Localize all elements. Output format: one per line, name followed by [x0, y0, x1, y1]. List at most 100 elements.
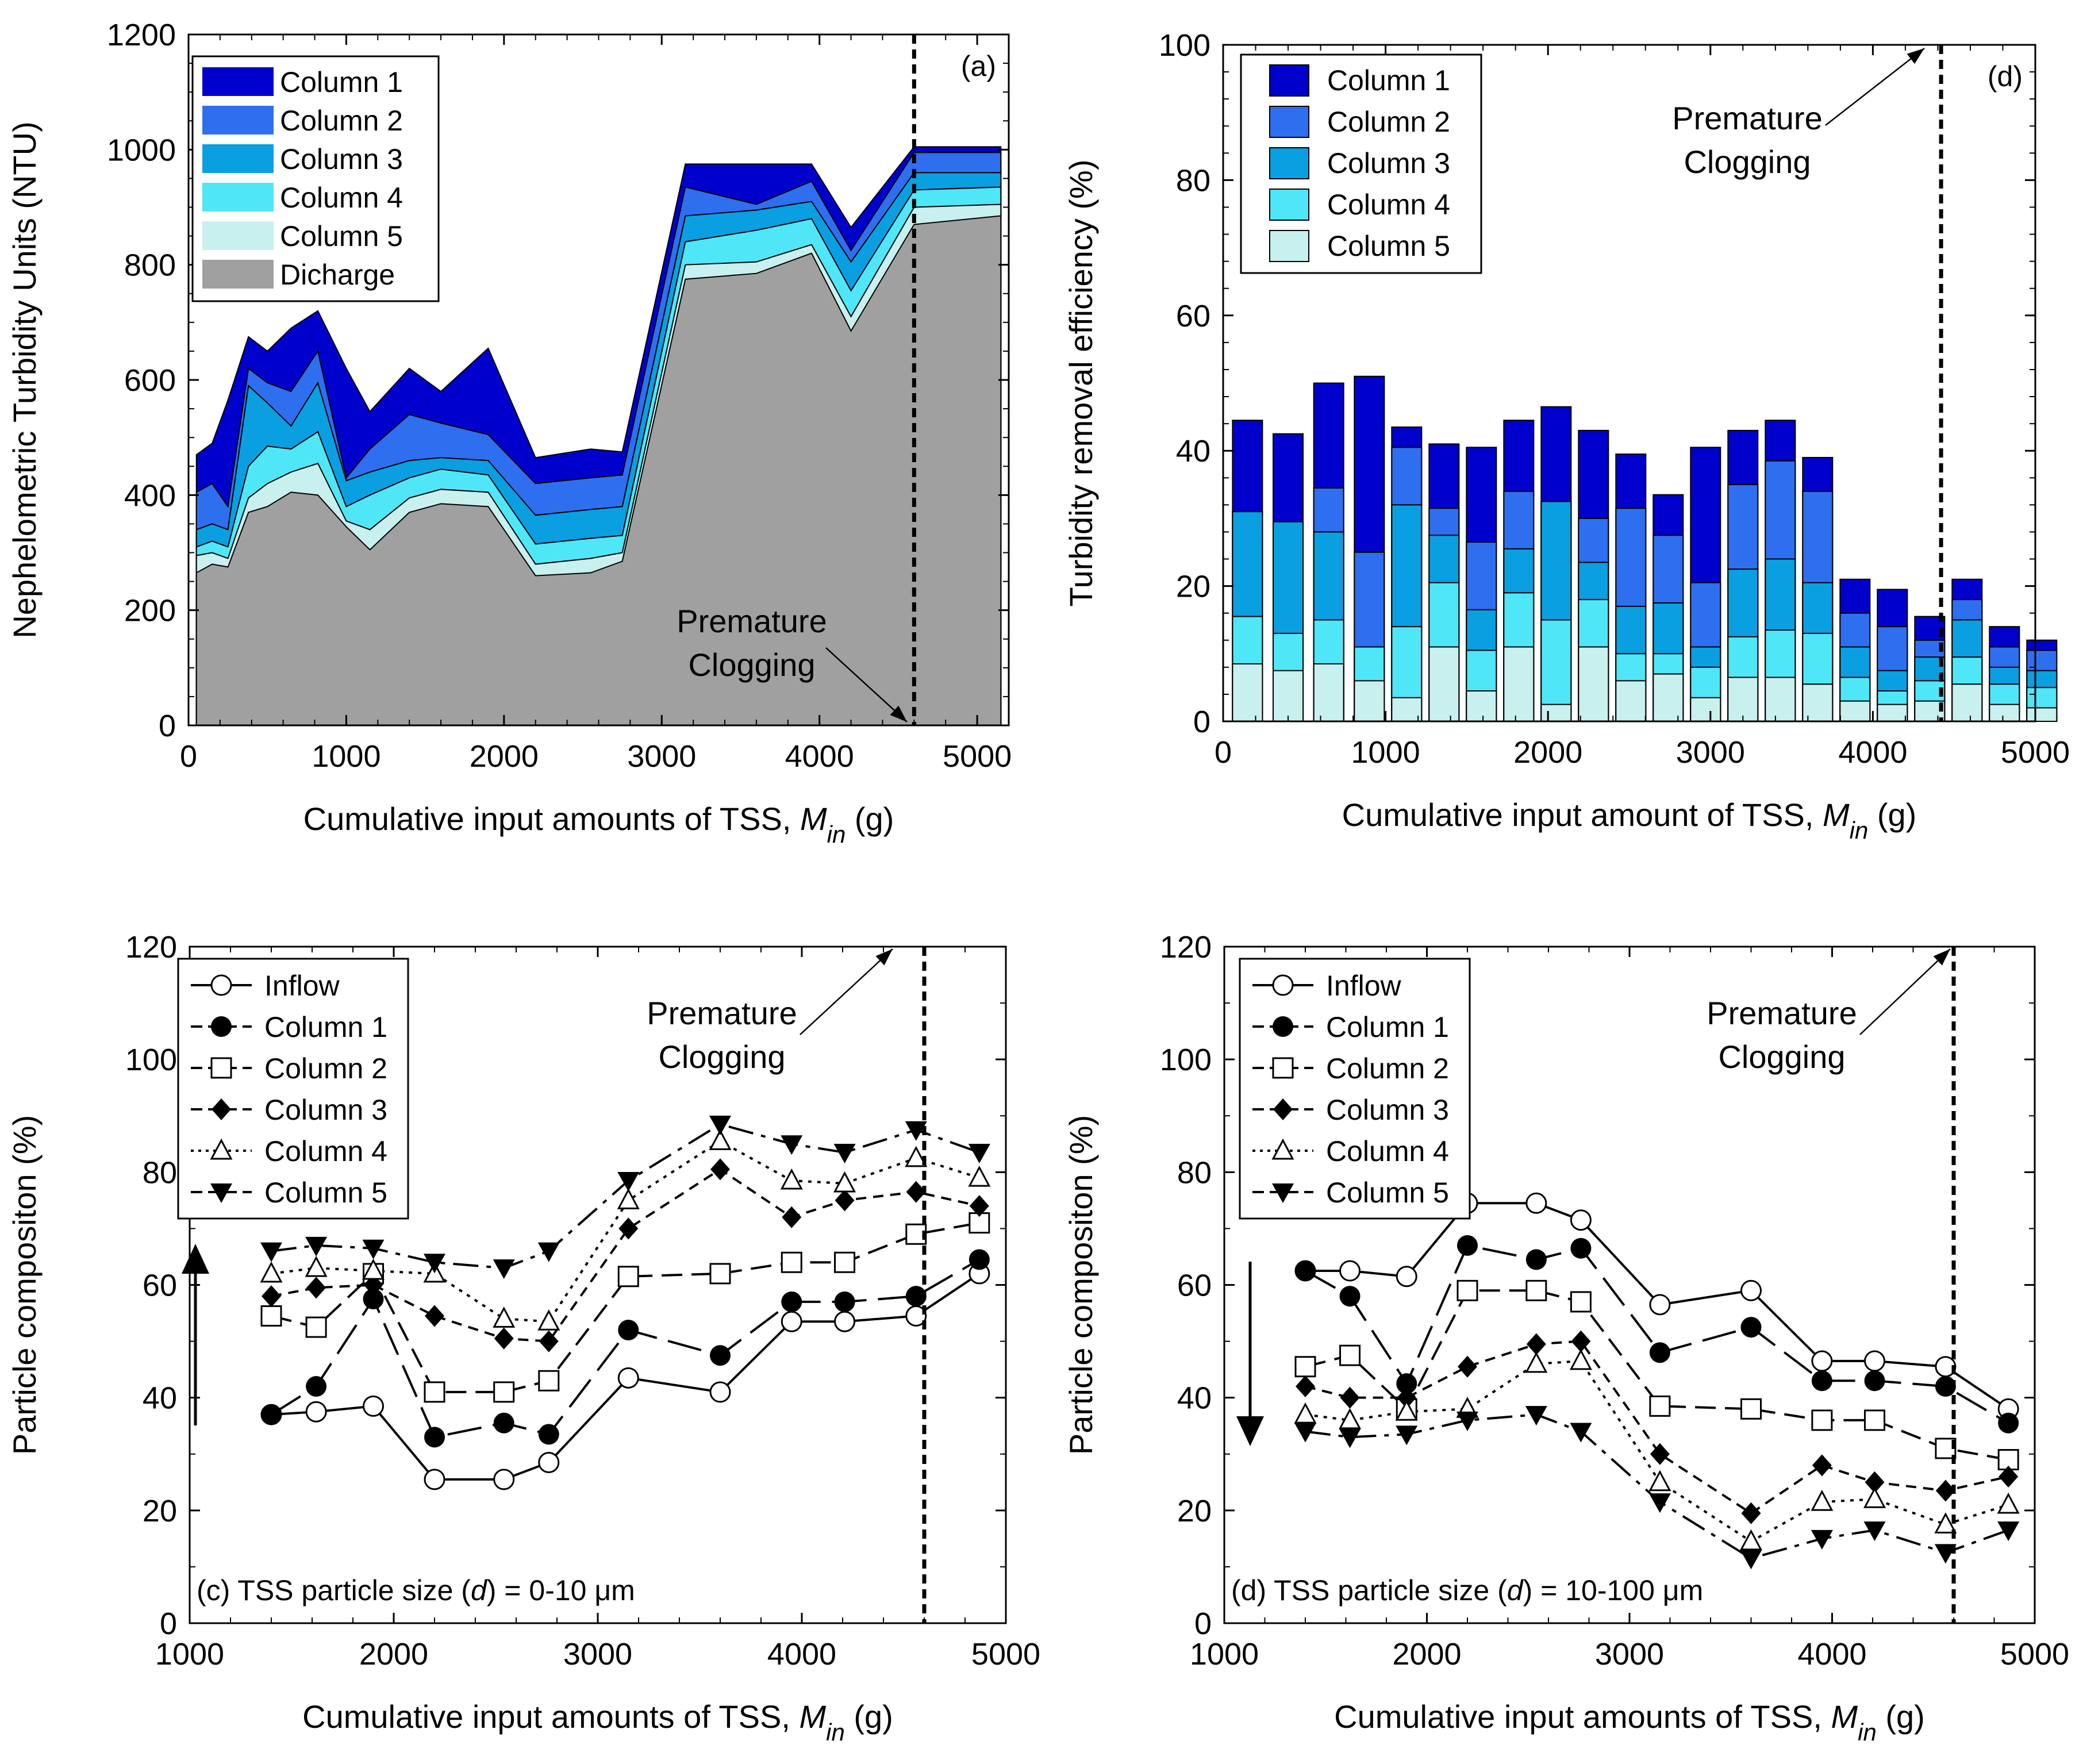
x-tick-label: 2000 — [470, 739, 539, 774]
bar-column-5 — [1839, 700, 1871, 722]
y-tick-label: 20 — [143, 1494, 177, 1528]
y-tick-label: 60 — [143, 1269, 177, 1303]
marker-inflow — [617, 1367, 639, 1389]
marker-column-2 — [1456, 1279, 1478, 1301]
x-axis-label-unit: (g) — [1877, 1698, 1925, 1735]
marker-column-5 — [362, 1239, 385, 1259]
marker-column-4 — [780, 1168, 803, 1190]
panel-tag-var: d — [1507, 1574, 1524, 1607]
marker-column-1 — [781, 1291, 802, 1312]
marker-column-2 — [1294, 1356, 1316, 1378]
y-tick-label: 1000 — [107, 133, 176, 167]
marker-column-5 — [905, 1121, 927, 1141]
legend-label-column-5: Column 5 — [264, 1177, 387, 1209]
x-axis-label: Cumulative input amount of TSS, Min (g) — [1342, 797, 1917, 844]
marker-inflow — [1740, 1279, 1762, 1301]
marker-column-2 — [617, 1266, 639, 1288]
marker-column-4 — [260, 1261, 283, 1283]
marker-inflow — [709, 1381, 731, 1403]
panel-tag-unit: μm — [594, 1574, 635, 1607]
x-tick-label: 5000 — [2000, 1637, 2069, 1671]
x-tick-label: 1000 — [155, 1637, 224, 1671]
x-tick-label: 4000 — [785, 739, 854, 774]
legend-label-column-2: Column 2 — [1326, 1052, 1449, 1085]
marker-column-4 — [1934, 1512, 1957, 1534]
marker-column-4 — [617, 1188, 640, 1209]
bar-column-5 — [1989, 704, 2020, 722]
panel-tag-var: d — [471, 1574, 488, 1607]
area-dicharge — [195, 215, 1002, 726]
bar-column-5 — [1615, 680, 1647, 722]
bar-column-5 — [1428, 646, 1460, 722]
marker-column-4 — [1811, 1489, 1834, 1511]
marker-column-5 — [1456, 1411, 1478, 1431]
bar-column-5 — [1232, 663, 1263, 722]
annotation-arrow-head — [875, 949, 893, 966]
marker-column-5 — [833, 1144, 856, 1164]
marker-column-3 — [262, 1285, 281, 1308]
x-axis-label-sub: in — [827, 821, 846, 848]
marker-column-4 — [493, 1306, 516, 1328]
marker-column-2 — [781, 1251, 802, 1273]
x-axis-label-main: Cumulative input amounts of TSS, — [302, 1698, 799, 1735]
bar-column-5 — [1652, 673, 1684, 722]
marker-column-5 — [305, 1236, 328, 1256]
bar-column-5 — [1690, 697, 1721, 722]
marker-column-1 — [1525, 1249, 1547, 1270]
marker-column-2 — [709, 1263, 731, 1285]
marker-column-2 — [1570, 1291, 1592, 1313]
marker-column-3 — [1999, 1465, 2019, 1488]
panel-tag-rest: ) = 10-100 — [1523, 1574, 1663, 1607]
legend-label-column-3: Column 3 — [1327, 147, 1450, 179]
marker-inflow — [424, 1469, 445, 1490]
marker-inflow — [305, 1401, 327, 1423]
marker-inflow — [1525, 1192, 1547, 1214]
bar-column-5 — [1313, 663, 1344, 722]
marker-column-3 — [782, 1206, 802, 1228]
y-axis-label: Nephelometric Turbidity Units (NTU) — [6, 121, 43, 638]
x-tick-label: 5000 — [971, 1637, 1040, 1671]
marker-inflow — [363, 1395, 384, 1417]
marker-column-2 — [210, 1057, 232, 1079]
y-tick-label: 1200 — [107, 18, 176, 52]
plot-frame — [1222, 44, 2036, 722]
bar-column-5 — [1578, 646, 1609, 722]
bar-column-5 — [2026, 707, 2058, 722]
marker-column-4 — [1569, 1348, 1592, 1370]
panel-d-particle-composition-10-100-chart: 1000 2000 3000 4000 5000 0 20 40 60 80 100 120 Parti… — [1063, 930, 2069, 1746]
legend-label-column-5: Column 5 — [1326, 1177, 1449, 1209]
annotation-arrow-line — [800, 948, 893, 1035]
marker-column-3 — [1296, 1375, 1315, 1398]
annotation-premature: Premature — [647, 995, 797, 1031]
x-axis-label-sub: in — [826, 1719, 845, 1746]
marker-column-1 — [493, 1412, 514, 1434]
bar-column-5 — [1391, 697, 1423, 722]
annotation-premature: Premature — [1707, 995, 1857, 1031]
bar-column-5 — [1503, 646, 1535, 722]
marker-column-5 — [1570, 1423, 1592, 1443]
marker-column-1 — [261, 1404, 282, 1425]
legend-label-column-5: Column 5 — [280, 220, 403, 252]
marker-column-4 — [709, 1129, 732, 1150]
marker-inflow — [1811, 1350, 1833, 1372]
bar-column-5 — [1727, 677, 1759, 722]
marker-column-2 — [260, 1305, 282, 1327]
annotation-clogging: Clogging — [688, 647, 815, 683]
x-axis-label: Cumulative input amounts of TSS, Min (g) — [302, 1698, 893, 1746]
marker-column-4 — [1395, 1399, 1418, 1421]
legend-swatch-column-1 — [202, 67, 274, 96]
marker-column-1 — [424, 1427, 445, 1448]
legend-swatch-column-1 — [1269, 64, 1309, 97]
y-tick-label: 40 — [143, 1381, 177, 1416]
legend-swatch-column-4 — [1269, 189, 1309, 221]
line-column-3 — [271, 1168, 980, 1343]
marker-column-5 — [1934, 1544, 1957, 1564]
x-axis-label: Cumulative input amounts of TSS, Min (g) — [1334, 1698, 1925, 1746]
panel-tag-main: (d) TSS particle size ( — [1231, 1574, 1507, 1607]
marker-column-2 — [1649, 1395, 1671, 1417]
line-column-1 — [270, 1258, 980, 1439]
y-tick-label: 100 — [125, 1043, 177, 1077]
legend-label-column-4: Column 4 — [1327, 189, 1450, 221]
marker-column-1 — [1864, 1370, 1885, 1392]
legend-label-inflow: Inflow — [1326, 970, 1402, 1002]
